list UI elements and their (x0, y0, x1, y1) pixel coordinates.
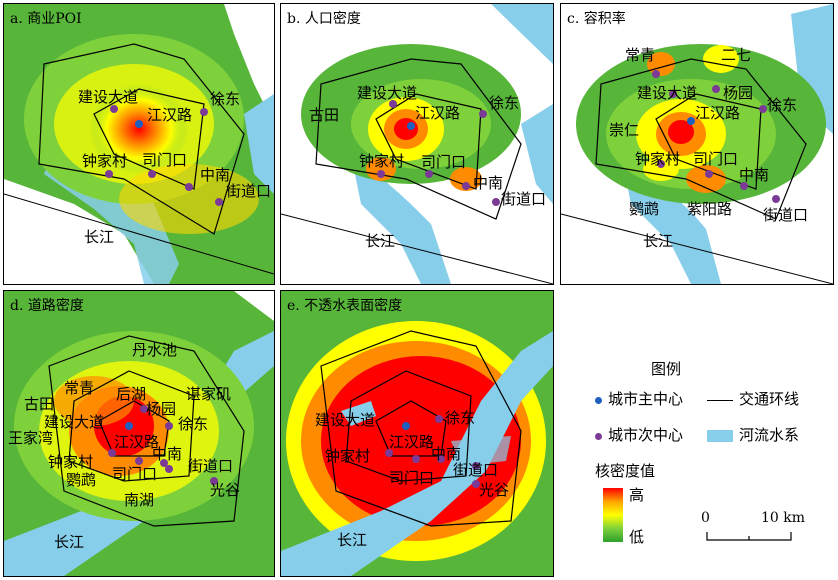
main-center-marker (135, 120, 143, 128)
label-xudong: 徐东 (489, 94, 520, 112)
label-jiedaokou: 街道口 (188, 457, 234, 475)
scale-start-label: 0 (701, 510, 710, 526)
label-simenkou: 司门口 (142, 151, 188, 169)
legend-ring-road-label: 交通环线 (739, 390, 800, 408)
map-a-canvas (4, 4, 274, 284)
map-panel-c: c. 容积率 常青 二七 建设大道 杨园 徐东 江汉路 崇仁 钟家村 司门口 中… (560, 3, 834, 285)
map-panel-e: e. 不透水表面密度 建设大道 徐东 江汉路 中南 钟家村 司门口 街道口 光谷… (280, 290, 554, 577)
panel-b-title: b. 人口密度 (287, 11, 361, 27)
legend: 图例 城市主中心 交通环线 城市次中心 河流水系 核密度值 高 低 0 10 k… (555, 300, 835, 570)
legend-river-label: 河流水系 (739, 426, 800, 444)
label-wangjiawan: 王家湾 (8, 429, 54, 447)
label-zhongnan: 中南 (473, 174, 504, 192)
label-jianghanlu: 江汉路 (695, 104, 741, 122)
label-jianghanlu: 江汉路 (114, 433, 160, 451)
panel-a-title: a. 商业POI (10, 11, 82, 27)
legend-main-center-label: 城市主中心 (608, 390, 684, 408)
label-zhongjiacun: 钟家村 (82, 152, 128, 170)
label-jiansheddadao: 建设大道 (637, 84, 698, 102)
label-jiedaokou: 街道口 (453, 461, 499, 479)
label-jiansheddadao: 建设大道 (78, 88, 139, 106)
label-ziyanglu: 紫阳路 (687, 200, 733, 218)
panel-e-title: e. 不透水表面密度 (287, 298, 403, 314)
legend-river: 河流水系 (707, 424, 799, 445)
label-chongren: 崇仁 (609, 121, 640, 139)
label-simenkou: 司门口 (389, 469, 435, 487)
map-c-canvas (561, 4, 833, 284)
map-panel-d: d. 道路密度 丹水池 常青 后湖 谌家矶 古田 建设大道 杨园 王家湾 江汉路… (3, 290, 275, 577)
label-zhongjiacun: 钟家村 (48, 453, 94, 471)
density-title: 核密度值 (595, 462, 656, 480)
scale-bar (706, 532, 792, 541)
legend-ring-road: 交通环线 (707, 388, 799, 409)
label-zhongjiacun: 钟家村 (359, 152, 405, 170)
density-color-ramp (603, 488, 623, 542)
label-jiansheddadao: 建设大道 (315, 411, 376, 429)
label-jiedaokou: 街道口 (226, 182, 272, 200)
map-b-canvas (281, 4, 553, 284)
density-low-label: 低 (629, 528, 645, 546)
label-yingwu: 鹦鹉 (629, 200, 660, 218)
label-simenkou: 司门口 (421, 153, 467, 171)
label-nanhu: 南湖 (124, 491, 155, 509)
label-xudong: 徐东 (178, 415, 209, 433)
map-panel-b: b. 人口密度 古田 建设大道 江汉路 徐东 钟家村 司门口 中南 街道口 长江 (280, 3, 554, 285)
sub-center-icon (595, 432, 602, 440)
legend-sub-center: 城市次中心 (595, 424, 683, 445)
legend-sub-center-label: 城市次中心 (608, 426, 684, 444)
label-simenkou: 司门口 (693, 150, 739, 168)
label-chenjiaji: 谌家矶 (186, 385, 232, 403)
ring-road-icon (707, 399, 733, 401)
label-changjiang: 长江 (365, 232, 396, 250)
panel-d-title: d. 道路密度 (10, 298, 84, 314)
label-yangyuan: 杨园 (723, 84, 754, 102)
label-jianghanlu: 江汉路 (389, 433, 435, 451)
label-jiedaokou: 街道口 (501, 190, 547, 208)
label-zhongnan: 中南 (431, 445, 462, 463)
label-danshuichi: 丹水池 (132, 341, 178, 359)
label-jianghanlu: 江汉路 (147, 106, 193, 124)
label-simenkou: 司门口 (112, 465, 158, 483)
map-panel-a: a. 商业POI 建设大道 江汉路 徐东 钟家村 司门口 中南 街道口 长江 (3, 3, 275, 285)
label-gutian: 古田 (24, 395, 55, 413)
label-changjiang: 长江 (643, 232, 674, 250)
label-houhu: 后湖 (116, 385, 147, 403)
label-zhongnan: 中南 (152, 445, 183, 463)
label-jiansheddadao: 建设大道 (44, 413, 105, 431)
label-xudong: 徐东 (210, 90, 241, 108)
main-center-icon (595, 396, 602, 404)
label-xudong: 徐东 (767, 96, 798, 114)
label-jiedaokou: 街道口 (763, 206, 809, 224)
legend-title: 图例 (651, 360, 682, 378)
label-zhongjiacun: 钟家村 (325, 447, 371, 465)
label-yangyuan: 杨园 (146, 400, 177, 418)
map-d-canvas (4, 291, 274, 576)
river-icon (707, 430, 733, 442)
label-zhongjiacun: 钟家村 (635, 150, 681, 168)
label-changjiang: 长江 (337, 531, 368, 549)
map-e-canvas (281, 291, 553, 576)
label-gutian: 古田 (309, 106, 340, 124)
panel-c-title: c. 容积率 (567, 11, 626, 27)
label-jianghanlu: 江汉路 (415, 104, 461, 122)
label-jiansheddadao: 建设大道 (357, 84, 418, 102)
label-changjiang: 长江 (84, 228, 115, 246)
label-yingwu: 鹦鹉 (66, 471, 97, 489)
label-zhongnan: 中南 (200, 166, 231, 184)
label-changjiang: 长江 (54, 533, 85, 551)
label-changqing: 常青 (625, 46, 656, 64)
label-guanggu: 光谷 (479, 481, 510, 499)
legend-main-center: 城市主中心 (595, 388, 683, 409)
scale-end-label: 10 km (761, 510, 806, 526)
label-erqi: 二七 (721, 46, 752, 64)
density-high-label: 高 (629, 486, 645, 504)
label-changqing: 常青 (64, 379, 95, 397)
label-guanggu: 光谷 (210, 481, 241, 499)
label-zhongnan: 中南 (739, 166, 770, 184)
label-xudong: 徐东 (445, 409, 476, 427)
